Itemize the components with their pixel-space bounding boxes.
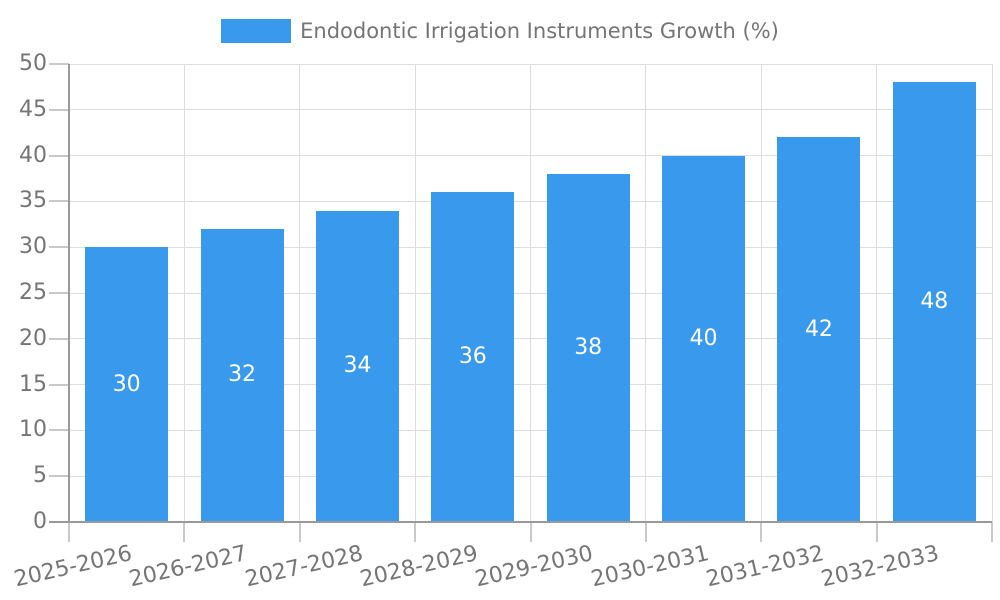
y-axis-tick	[49, 475, 69, 478]
x-axis-tick-label: 2032-2033	[819, 541, 942, 593]
bar-value-label: 32	[228, 362, 257, 388]
bar-2029-2030[interactable]	[546, 173, 630, 522]
bar-value-label: 36	[458, 344, 487, 370]
legend[interactable]: Endodontic Irrigation Instruments Growth…	[0, 19, 1000, 43]
x-axis-tick-label: 2027-2028	[242, 541, 365, 593]
bar-2025-2026[interactable]	[85, 247, 169, 522]
y-axis-tick-label: 35	[19, 188, 47, 214]
x-axis-tick	[68, 522, 70, 542]
bar-2027-2028[interactable]	[315, 210, 399, 522]
bar-2032-2033[interactable]	[892, 82, 976, 522]
v-gridline	[760, 64, 762, 522]
x-axis-tick	[760, 522, 763, 542]
y-axis-tick-label: 0	[33, 509, 47, 534]
y-axis-tick-label: 50	[19, 51, 47, 76]
bar-value-label: 38	[574, 334, 603, 360]
x-axis-tick	[644, 522, 647, 542]
y-axis-tick	[49, 108, 69, 111]
x-axis-tick	[414, 522, 417, 542]
x-axis-tick-label: 2031-2032	[703, 541, 827, 593]
x-axis-tick-label: 2028-2029	[357, 541, 481, 593]
x-axis-tick	[298, 522, 301, 542]
x-axis-line	[49, 521, 992, 523]
y-axis-tick-label: 5	[33, 463, 47, 489]
bar-value-label: 34	[343, 353, 372, 379]
v-gridline	[645, 64, 647, 522]
x-axis-tick-label: 2029-2030	[473, 541, 596, 593]
y-axis-tick	[49, 246, 69, 249]
y-axis-tick-label: 10	[19, 417, 47, 443]
bar-value-label: 42	[804, 316, 833, 342]
x-axis-tick-label: 2025-2026	[11, 541, 135, 593]
bar-2026-2027[interactable]	[200, 228, 284, 522]
y-axis-tick	[49, 154, 69, 157]
y-axis-tick	[49, 383, 69, 386]
x-axis-tick-label: 2030-2031	[588, 541, 711, 593]
y-axis-tick	[49, 337, 69, 340]
y-axis-tick-label: 45	[19, 96, 47, 122]
v-gridline	[530, 64, 531, 522]
x-axis-tick	[991, 522, 993, 542]
bar-2031-2032[interactable]	[777, 137, 861, 522]
bar-value-label: 40	[689, 325, 718, 351]
x-axis-tick	[183, 522, 186, 542]
x-axis-tick	[875, 522, 878, 542]
y-axis-tick-label: 20	[19, 325, 47, 351]
bar-value-label: 30	[112, 371, 141, 397]
v-gridline	[299, 64, 301, 522]
v-gridline	[414, 64, 416, 522]
bar-2028-2029[interactable]	[431, 192, 515, 522]
y-axis-tick-label: 40	[19, 142, 47, 168]
v-gridline	[991, 64, 993, 522]
x-axis-tick	[529, 522, 532, 542]
legend-swatch-icon	[221, 19, 292, 43]
y-axis-tick	[49, 429, 69, 432]
y-axis-tick	[49, 200, 69, 203]
v-gridline	[183, 64, 185, 522]
y-axis-tick	[49, 63, 69, 65]
y-axis-tick-label: 30	[19, 234, 47, 260]
y-axis-tick-label: 15	[19, 371, 47, 397]
bar-value-label: 48	[920, 289, 949, 315]
v-gridline	[876, 64, 878, 522]
y-axis-tick-label: 25	[19, 280, 47, 305]
x-axis-tick-label: 2026-2027	[126, 541, 250, 593]
bar-2030-2031[interactable]	[662, 155, 746, 522]
y-axis-tick	[49, 292, 69, 294]
legend-label: Endodontic Irrigation Instruments Growth…	[300, 19, 779, 43]
y-axis-line	[68, 64, 70, 522]
